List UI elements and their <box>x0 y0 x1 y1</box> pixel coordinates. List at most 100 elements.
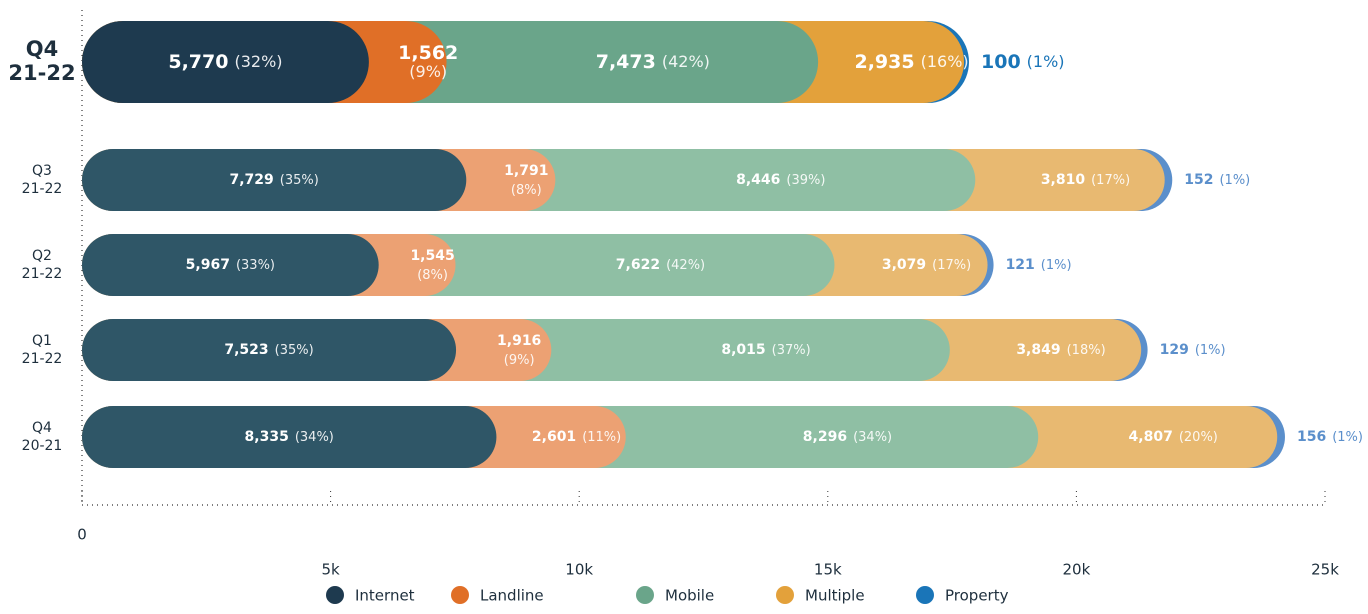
value-label: 1,545 (8%) <box>410 248 454 283</box>
value-label: 7,729 (35%) <box>229 172 318 188</box>
category-label: Q2 21-22 <box>22 248 63 282</box>
x-tick-label: 0 <box>77 526 87 544</box>
x-tick-label: 10k <box>565 561 593 579</box>
value-label: 2,601 (11%) <box>532 429 621 445</box>
value-number: 156 <box>1297 429 1326 445</box>
value-label: 3,810 (17%) <box>1041 172 1130 188</box>
value-number: 100 <box>981 51 1021 73</box>
value-share: (9%) <box>409 62 447 81</box>
value-share: (1%) <box>1027 52 1065 71</box>
legend-label: Mobile <box>665 587 714 605</box>
value-label: 8,446 (39%) <box>736 172 825 188</box>
value-label: 7,473 (42%) <box>596 51 710 73</box>
value-number: 3,079 <box>882 257 926 273</box>
value-share: (42%) <box>666 258 705 273</box>
value-number: 1,916 <box>497 333 541 349</box>
x-tick-label: 15k <box>814 561 842 579</box>
value-label: 8,015 (37%) <box>721 342 810 358</box>
value-share: (1%) <box>1195 343 1226 358</box>
category-label: Q3 21-22 <box>22 163 63 197</box>
value-label: 2,935 (16%) <box>854 51 968 73</box>
bar-segment <box>82 149 467 211</box>
value-share: (17%) <box>932 258 971 273</box>
value-number: 121 <box>1006 257 1035 273</box>
value-number: 1,791 <box>504 163 548 179</box>
value-label: 8,335 (34%) <box>245 429 334 445</box>
value-number: 1,545 <box>410 248 454 264</box>
value-label: 121 (1%) <box>1006 257 1072 273</box>
x-tick-label: 20k <box>1063 561 1091 579</box>
bar-segment <box>82 319 457 381</box>
value-number: 7,622 <box>616 257 660 273</box>
value-share: (35%) <box>275 343 314 358</box>
value-number: 1,562 <box>398 42 458 64</box>
legend-swatch <box>776 586 794 604</box>
legend-swatch <box>326 586 344 604</box>
value-label: 5,770 (32%) <box>168 51 282 73</box>
value-number: 4,807 <box>1129 429 1173 445</box>
bar-row <box>82 406 1285 468</box>
value-number: 7,523 <box>224 342 268 358</box>
value-label: 152 (1%) <box>1184 172 1250 188</box>
value-number: 8,446 <box>736 172 780 188</box>
value-share: (1%) <box>1041 258 1072 273</box>
value-share: (32%) <box>234 52 282 71</box>
legend-swatch <box>636 586 654 604</box>
bar-segment <box>82 234 379 296</box>
value-share: (11%) <box>582 430 621 445</box>
value-number: 8,296 <box>803 429 847 445</box>
bar-segment <box>82 21 369 103</box>
legend-swatch <box>451 586 469 604</box>
value-share: (33%) <box>236 258 275 273</box>
legend-label: Multiple <box>805 587 865 605</box>
value-share: (8%) <box>417 268 448 283</box>
value-share: (20%) <box>1179 430 1218 445</box>
value-share: (34%) <box>295 430 334 445</box>
value-label: 1,791 (8%) <box>504 163 548 198</box>
value-label: 3,849 (18%) <box>1016 342 1105 358</box>
value-number: 129 <box>1160 342 1189 358</box>
bar-row <box>82 21 970 103</box>
category-label: Q4 20-21 <box>22 420 63 454</box>
value-number: 3,849 <box>1016 342 1060 358</box>
bar-row <box>82 234 994 296</box>
value-number: 5,770 <box>168 51 228 73</box>
value-label: 156 (1%) <box>1297 429 1363 445</box>
value-share: (18%) <box>1067 343 1106 358</box>
value-share: (17%) <box>1091 173 1130 188</box>
value-share: (37%) <box>772 343 811 358</box>
value-label: 1,562 (9%) <box>398 42 458 81</box>
bar-row <box>82 149 1173 211</box>
value-number: 7,473 <box>596 51 656 73</box>
value-label: 7,523 (35%) <box>224 342 313 358</box>
bar-segment <box>82 406 497 468</box>
category-label: Q4 21-22 <box>8 37 75 85</box>
category-label: Q1 21-22 <box>22 333 63 367</box>
x-tick-label: 5k <box>321 561 340 579</box>
value-label: 5,967 (33%) <box>186 257 275 273</box>
legend-label: Landline <box>480 587 544 605</box>
value-number: 3,810 <box>1041 172 1086 188</box>
value-number: 2,601 <box>532 429 576 445</box>
value-label: 1,916 (9%) <box>497 333 541 368</box>
value-share: (1%) <box>1219 173 1250 188</box>
legend-label: Internet <box>355 587 415 605</box>
value-number: 8,015 <box>721 342 765 358</box>
value-share: (34%) <box>853 430 892 445</box>
value-label: 4,807 (20%) <box>1129 429 1218 445</box>
value-label: 3,079 (17%) <box>882 257 971 273</box>
value-share: (35%) <box>280 173 319 188</box>
value-share: (16%) <box>921 52 969 71</box>
x-tick-label: 25k <box>1311 561 1339 579</box>
legend-label: Property <box>945 587 1009 605</box>
value-label: 7,622 (42%) <box>616 257 705 273</box>
value-share: (9%) <box>504 353 535 368</box>
value-share: (1%) <box>1332 430 1363 445</box>
value-share: (8%) <box>511 183 542 198</box>
value-number: 2,935 <box>854 51 914 73</box>
value-number: 152 <box>1184 172 1213 188</box>
legend-swatch <box>916 586 934 604</box>
value-label: 129 (1%) <box>1160 342 1226 358</box>
value-number: 7,729 <box>229 172 273 188</box>
